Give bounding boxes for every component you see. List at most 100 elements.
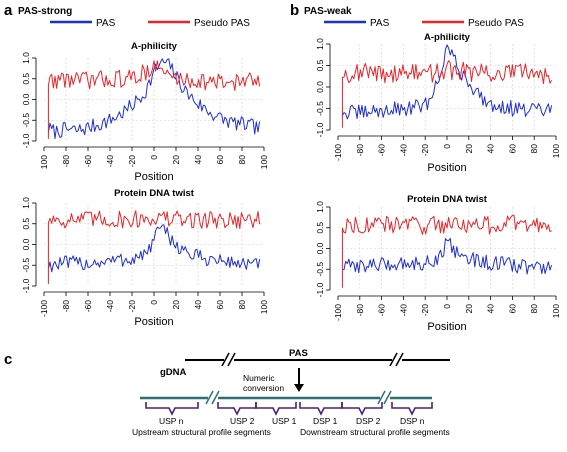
panel-letter-a: a <box>4 2 13 19</box>
x-tick-label: 80 <box>237 155 247 165</box>
x-tick-label: 20 <box>171 155 181 165</box>
x-tick-label: 40 <box>193 300 203 310</box>
chart-title: A-philicity <box>131 41 178 52</box>
x-tick-label: 0 <box>149 300 159 305</box>
x-tick-label: -80 <box>61 155 71 168</box>
gdna-break-left <box>221 352 236 368</box>
segment-label-usp-n: USP n <box>159 416 184 426</box>
y-tick-label: 0.0 <box>21 238 31 250</box>
legend-pas-label-a: PAS <box>96 18 116 29</box>
x-tick-label: 60 <box>507 144 517 154</box>
x-tick-label: -20 <box>420 304 430 317</box>
segment-label-dsp-2: DSP 2 <box>356 416 381 426</box>
x-tick-label: 0 <box>149 155 159 160</box>
x-tick-label: 100 <box>259 155 269 169</box>
legend-pseudo-label-a: Pseudo PAS <box>194 18 250 29</box>
x-tick-label: -40 <box>105 300 115 313</box>
x-axis-label: Position <box>134 171 173 183</box>
y-tick-label: 1.0 <box>315 38 325 50</box>
y-tick-label: 0.0 <box>315 242 325 254</box>
x-tick-label: 0 <box>442 144 452 149</box>
x-tick-label: -80 <box>61 300 71 313</box>
x-tick-label: -60 <box>83 300 93 313</box>
gdna-break-right <box>389 352 404 368</box>
segment-bracket <box>255 402 297 416</box>
x-tick-label: 100 <box>39 155 49 169</box>
series-line-pseudo-pas <box>47 210 261 284</box>
y-tick-label: 0.5 <box>315 222 325 234</box>
y-tick-label: 0.5 <box>21 73 31 85</box>
x-tick-label: 80 <box>529 304 539 314</box>
chart-b-twist: Protein DNA twist -1.0 -0.5 0.0 0.5 1.0 -100 -8… <box>315 194 561 333</box>
conversion-label-1: Numeric <box>243 373 275 383</box>
x-axis-label: Position <box>427 321 466 333</box>
segment-brackets <box>145 402 433 416</box>
panel-letter-c: c <box>4 351 12 368</box>
x-tick-label: -100 <box>333 304 343 321</box>
y-tick-label: -1.0 <box>21 133 31 148</box>
panel-title-a: PAS-strong <box>18 6 72 17</box>
x-tick-label: 20 <box>464 304 474 314</box>
chart-title: Protein DNA twist <box>407 194 488 205</box>
chart-a-twist: Protein DNA twist -1.0 -0.5 0.0 0.5 1.0 -100 -8… <box>21 188 269 328</box>
x-tick-label: 100 <box>259 300 269 314</box>
y-tick-label: -0.5 <box>315 262 325 277</box>
x-tick-label: 20 <box>171 300 181 310</box>
x-tick-label: -40 <box>105 155 115 168</box>
series-line-pas <box>342 237 553 275</box>
x-tick-label: -60 <box>83 155 93 168</box>
profile-break-left <box>205 390 220 406</box>
y-tick-label: -0.5 <box>21 113 31 128</box>
conversion-label-2: conversion <box>243 383 284 393</box>
x-tick-label: 0 <box>442 304 452 309</box>
y-tick-label: -1.0 <box>315 122 325 137</box>
x-tick-label: 100 <box>551 304 561 318</box>
series-line-pas <box>47 224 261 273</box>
panel-title-b: PAS-weak <box>304 6 352 17</box>
x-tick-label: 80 <box>529 144 539 154</box>
x-tick-label: -60 <box>377 304 387 317</box>
chart-b-aphilicity: A-philicity -1.0 -0.5 0.0 0.5 1.0 -100 -80 -60 -4… <box>315 32 561 174</box>
legend-b: PAS Pseudo PAS <box>324 18 524 29</box>
x-tick-label: 60 <box>215 155 225 165</box>
y-tick-label: -1.0 <box>21 278 31 293</box>
x-tick-label: -60 <box>377 144 387 157</box>
x-tick-label: 40 <box>193 155 203 165</box>
upstream-label: Upstream structural profile segments <box>132 427 271 437</box>
segment-label-usp-2: USP 2 <box>230 416 255 426</box>
x-tick-label: -80 <box>355 304 365 317</box>
segment-bracket <box>299 402 343 416</box>
chart-title: A-philicity <box>424 32 471 43</box>
legend-pseudo-label-b: Pseudo PAS <box>468 18 524 29</box>
legend-a: PAS Pseudo PAS <box>50 18 250 29</box>
y-tick-label: -0.5 <box>315 101 325 116</box>
panel-letter-b: b <box>290 2 299 19</box>
x-tick-label: -100 <box>39 300 49 317</box>
segment-bracket <box>217 402 257 416</box>
y-tick-label: -0.5 <box>21 258 31 273</box>
x-axis-label: Position <box>134 316 173 328</box>
y-tick-label: 0.0 <box>21 93 31 105</box>
y-tick-label: 0.5 <box>21 218 31 230</box>
x-axis-label: Position <box>427 162 466 174</box>
conversion-arrow-head <box>294 384 304 392</box>
legend-pas-label-b: PAS <box>370 18 390 29</box>
x-tick-label: -20 <box>127 155 137 168</box>
y-tick-label: 1.0 <box>315 201 325 213</box>
x-tick-label: 100 <box>551 144 561 158</box>
y-tick-label: 0.5 <box>315 59 325 71</box>
downstream-label: Downstream structural profile segments <box>300 427 450 437</box>
x-tick-label: -100 <box>333 144 343 161</box>
segment-bracket <box>145 402 199 416</box>
y-tick-label: 1.0 <box>21 197 31 209</box>
series-line-pas <box>47 58 261 140</box>
series-line-pseudo-pas <box>47 60 261 139</box>
chart-a-aphilicity: A-philicity -1.0 -0.5 0.0 0.5 1.0 100 -80 -60 -40… <box>21 41 269 183</box>
gdna-label: gDNA <box>160 367 187 378</box>
pas-site-label: PAS <box>289 348 308 359</box>
x-tick-label: -20 <box>127 300 137 313</box>
x-tick-label: 40 <box>486 144 496 154</box>
y-tick-label: 0.0 <box>315 81 325 93</box>
x-tick-label: 60 <box>507 304 517 314</box>
